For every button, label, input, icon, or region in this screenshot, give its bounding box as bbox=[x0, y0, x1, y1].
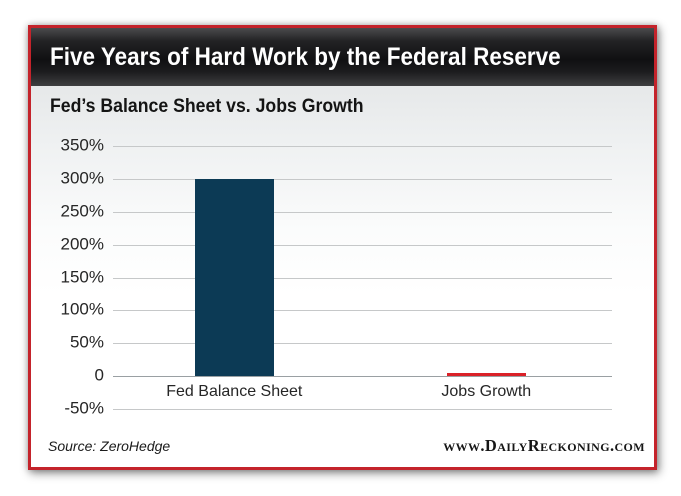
y-axis-tick-200: 200% bbox=[60, 234, 104, 254]
y-axis-tick-0: 0 bbox=[94, 365, 104, 385]
y-axis-tick-50: -50% bbox=[64, 398, 104, 418]
gridline-50 bbox=[113, 343, 612, 345]
y-axis-tick-250: 250% bbox=[60, 201, 104, 221]
gridline-150 bbox=[113, 277, 612, 279]
category-label-fed-balance-sheet: Fed Balance Sheet bbox=[166, 383, 303, 401]
gridline-50 bbox=[113, 409, 612, 410]
source-credit: Source: ZeroHedge bbox=[48, 438, 171, 454]
y-axis-tick-350: 350% bbox=[60, 135, 104, 155]
gridline-300 bbox=[113, 178, 612, 180]
gridline-100 bbox=[113, 310, 612, 312]
gridline-200 bbox=[113, 244, 612, 246]
y-axis-tick-300: 300% bbox=[60, 168, 104, 188]
bar-jobs-growth bbox=[446, 373, 526, 377]
gridline-350 bbox=[113, 146, 612, 147]
y-axis-tick-50: 50% bbox=[69, 332, 104, 352]
y-axis-tick-100: 100% bbox=[60, 299, 104, 319]
chart-title: Five Years of Hard Work by the Federal R… bbox=[50, 43, 561, 71]
plot-area: 350% 300% 250% 200% 150% 100% 50% 0 -50% Fed Bala… bbox=[61, 136, 612, 418]
chart-body: Fed’s Balance Sheet vs. Jobs Growth 350%… bbox=[31, 86, 654, 467]
chart-subtitle: Fed’s Balance Sheet vs. Jobs Growth bbox=[50, 96, 364, 117]
gridline-0 bbox=[113, 376, 612, 378]
chart-title-bar: Five Years of Hard Work by the Federal R… bbox=[31, 28, 654, 86]
gridline-250 bbox=[113, 211, 612, 213]
y-axis-tick-150: 150% bbox=[60, 267, 104, 287]
chart-card: Five Years of Hard Work by the Federal R… bbox=[28, 25, 657, 470]
bar-fed-balance-sheet bbox=[194, 178, 274, 377]
category-label-jobs-growth: Jobs Growth bbox=[441, 383, 532, 401]
website-url: www.DailyReckoning.com bbox=[443, 436, 645, 455]
